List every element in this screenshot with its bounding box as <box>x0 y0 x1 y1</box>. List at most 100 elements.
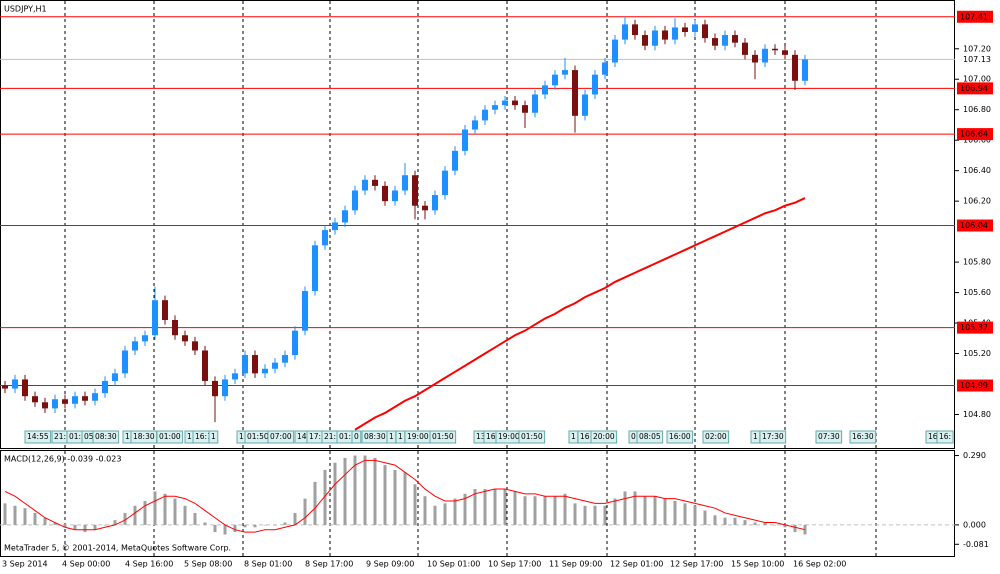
event-marker <box>702 430 730 444</box>
macd-bar <box>763 522 767 525</box>
candle-body <box>552 74 558 86</box>
macd-bar <box>663 498 667 525</box>
candle-body <box>62 399 68 404</box>
macd-bar <box>303 498 307 525</box>
macd-bar <box>603 505 607 525</box>
y-tick-label: 106.60 <box>963 136 991 145</box>
candle-body <box>302 291 308 331</box>
candle-body <box>212 380 218 397</box>
candle-body <box>562 70 568 75</box>
event-marker <box>815 430 843 444</box>
macd-bar <box>73 524 77 530</box>
candle-body <box>72 396 78 404</box>
event-label: 07:00 <box>270 432 292 441</box>
level-label: 104.99 <box>960 381 988 390</box>
macd-bar <box>383 465 387 525</box>
x-tick-label: 11 Sep 09:00 <box>549 560 602 569</box>
level-label: 106.64 <box>960 130 988 139</box>
candle-body <box>222 379 228 397</box>
y-tick-label: 0.000 <box>963 520 986 529</box>
macd-bar <box>53 522 57 525</box>
event-label: 19:00 <box>407 432 429 441</box>
level-label: 106.04 <box>960 221 988 230</box>
candle-body <box>52 399 58 409</box>
macd-bar <box>723 517 727 525</box>
candle-body <box>252 355 258 374</box>
event-marker <box>936 430 954 444</box>
y-tick-label: 105.60 <box>963 288 991 297</box>
macd-bar <box>643 496 647 525</box>
macd-bar <box>753 522 757 525</box>
candle-body <box>752 54 758 63</box>
event-label: 08:30 <box>95 432 117 441</box>
event-label: 17: <box>309 432 321 441</box>
candle-body <box>652 30 658 46</box>
event-label: 01:00 <box>159 432 181 441</box>
candle-body <box>2 385 8 389</box>
event-label: 1 <box>753 432 758 441</box>
event-label: 16:30 <box>852 432 874 441</box>
candle-body <box>732 35 738 43</box>
candle-body <box>172 320 178 336</box>
level-label-box <box>957 321 993 334</box>
candle-body <box>512 100 518 106</box>
candle-body <box>592 74 598 95</box>
macd-bar <box>633 491 637 525</box>
event-label: 0 <box>631 432 636 441</box>
macd-bar <box>183 505 187 525</box>
event-label: 16 <box>928 432 938 441</box>
event-marker <box>351 430 362 444</box>
macd-bar <box>43 517 47 525</box>
candle-body <box>442 170 448 196</box>
macd-bar <box>533 496 537 525</box>
event-label: 1 <box>125 432 130 441</box>
macd-bar <box>393 469 397 525</box>
candle-body <box>702 24 708 39</box>
event-label: 14:55 <box>27 432 49 441</box>
macd-bar <box>3 503 7 525</box>
event-label: 13 <box>476 432 486 441</box>
macd-bar <box>563 493 567 525</box>
y-tick-label: 106.40 <box>963 166 991 175</box>
candle-body <box>312 245 318 292</box>
macd-bar <box>103 524 107 526</box>
event-label: 20:00 <box>593 432 615 441</box>
event-label: 1 <box>571 432 576 441</box>
event-marker <box>208 430 219 444</box>
macd-bar <box>623 491 627 525</box>
macd-bar <box>243 524 247 528</box>
event-label: 17:30 <box>762 432 784 441</box>
candle-body <box>612 39 618 63</box>
x-tick-label: 15 Sep 10:00 <box>731 560 784 569</box>
macd-bar <box>673 500 677 525</box>
macd-bar <box>203 522 207 525</box>
level-label-box <box>957 379 993 392</box>
macd-bar <box>123 512 127 525</box>
macd-bar <box>143 500 147 525</box>
event-label: 14 <box>297 432 307 441</box>
x-tick-label: 8 Sep 17:00 <box>305 560 353 569</box>
candle-body <box>792 54 798 81</box>
main-pane-frame <box>0 0 955 449</box>
candle-body <box>112 373 118 381</box>
candle-body <box>712 38 718 46</box>
event-marker <box>518 430 546 444</box>
event-label: 16 <box>486 432 496 441</box>
macd-bar <box>443 503 447 525</box>
candle-body <box>382 185 388 202</box>
candle-body <box>412 175 418 206</box>
macd-bar <box>163 493 167 525</box>
candle-body <box>322 230 328 246</box>
event-label: 05 <box>84 432 94 441</box>
candle-body <box>102 380 108 394</box>
event-label: 01:50 <box>247 432 269 441</box>
y-tick-label: -0.081 <box>963 540 989 549</box>
candle-body <box>622 24 628 40</box>
candle-body <box>432 195 438 211</box>
macd-bar <box>293 512 297 525</box>
macd-pane-frame <box>0 450 955 557</box>
candle-body <box>662 30 668 40</box>
macd-bar <box>33 512 37 525</box>
y-tick-label: 107.20 <box>963 44 991 53</box>
